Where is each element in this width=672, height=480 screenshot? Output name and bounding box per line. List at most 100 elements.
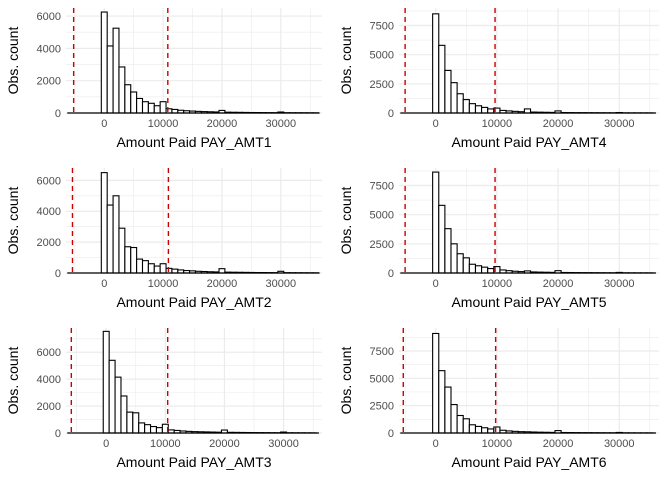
histogram-bar: [118, 227, 126, 274]
histogram-bar: [432, 171, 440, 274]
histogram-bar: [136, 258, 144, 274]
x-tick-label: 0: [433, 438, 439, 450]
x-axis-title: Amount Paid PAY_AMT4: [451, 134, 606, 150]
histogram-bar: [438, 204, 446, 274]
histogram-bar: [165, 108, 173, 114]
y-tick-label: 2500: [370, 401, 394, 413]
histogram-bar: [130, 246, 138, 274]
y-axis-title: Obs. count: [338, 187, 354, 255]
histogram-bar: [120, 395, 128, 434]
histogram-bar: [487, 268, 495, 274]
histogram-bar: [126, 411, 134, 434]
x-tick-label: 10000: [148, 118, 179, 130]
y-tick-label: 0: [388, 428, 394, 440]
y-axis-title: Obs. count: [338, 27, 354, 95]
histogram-bar: [487, 108, 495, 114]
histogram-bar: [153, 105, 161, 114]
x-tick-label: 0: [433, 118, 439, 130]
y-axis-title: Obs. count: [338, 347, 354, 415]
y-tick-label: 4000: [37, 374, 61, 386]
y-tick-label: 6000: [37, 175, 61, 187]
histogram-bar: [112, 195, 120, 274]
histogram-bar: [153, 265, 161, 274]
histogram-bar: [456, 253, 464, 274]
histogram-bar: [438, 370, 446, 434]
histogram-bar: [124, 246, 132, 274]
y-tick-label: 0: [388, 268, 394, 280]
y-tick-label: 2000: [37, 76, 61, 88]
histogram-bar: [450, 82, 458, 114]
x-tick-label: 0: [101, 118, 107, 130]
histogram-bar: [149, 425, 158, 434]
histogram-bar: [106, 45, 114, 114]
histogram-bar: [102, 330, 110, 434]
histogram-bar: [468, 424, 477, 434]
y-tick-label: 2000: [37, 401, 61, 413]
histogram-bar: [474, 265, 483, 274]
y-axis-title: Obs. count: [5, 27, 21, 95]
chart-panel-4: 0 10000 20000 30000 0 2500 5000 7500 Amount Paid…: [338, 168, 659, 310]
histogram-bar: [112, 27, 120, 114]
histogram-bar: [481, 266, 489, 274]
histogram-bar: [462, 418, 470, 434]
x-axis-title: Amount Paid PAY_AMT1: [116, 134, 271, 150]
histogram-bar: [136, 97, 144, 114]
y-tick-label: 0: [55, 428, 61, 440]
histogram-bar: [444, 386, 452, 434]
y-tick-label: 5000: [370, 210, 394, 222]
x-tick-label: 0: [101, 278, 107, 290]
x-tick-label: 30000: [268, 438, 299, 450]
y-tick-label: 4000: [37, 43, 61, 55]
histogram-bar: [118, 66, 126, 114]
histogram-bar: [124, 84, 132, 114]
y-tick-label: 0: [55, 268, 61, 280]
x-tick-label: 10000: [482, 118, 513, 130]
histogram-bar: [456, 414, 464, 434]
x-tick-label: 20000: [543, 278, 574, 290]
histogram-bar: [474, 105, 483, 114]
histogram-bar: [468, 103, 477, 114]
x-tick-label: 20000: [207, 118, 238, 130]
y-tick-label: 5000: [370, 373, 394, 385]
histogram-bar: [438, 44, 446, 114]
y-tick-label: 6000: [37, 347, 61, 359]
chart-panel-6: 0 10000 20000 30000 0 2500 5000 7500 Amount Paid…: [338, 328, 659, 470]
x-tick-label: 30000: [604, 438, 635, 450]
x-tick-label: 20000: [207, 278, 238, 290]
histogram-bar: [456, 93, 464, 114]
x-axis-title: Amount Paid PAY_AMT2: [116, 294, 271, 310]
chart-panel-1: 0 10000 20000 30000 0 2000 4000 6000 Amount Paid…: [5, 8, 322, 150]
histogram-bar: [108, 359, 116, 434]
x-axis-title: Amount Paid PAY_AMT3: [116, 454, 271, 470]
x-tick-label: 20000: [543, 118, 574, 130]
x-tick-label: 10000: [482, 278, 513, 290]
histogram-bar: [474, 425, 483, 434]
x-tick-label: 0: [103, 438, 109, 450]
y-axis-title: Obs. count: [5, 347, 21, 415]
x-tick-label: 20000: [543, 438, 574, 450]
y-tick-label: 7500: [370, 346, 394, 358]
x-tick-label: 20000: [209, 438, 240, 450]
y-tick-label: 4000: [37, 206, 61, 218]
histogram-bar: [450, 404, 458, 434]
histogram-bar: [144, 424, 152, 434]
chart-panel-3: 0 10000 20000 30000 0 2000 4000 6000 Amount Paid…: [5, 168, 322, 310]
x-tick-label: 30000: [266, 118, 297, 130]
histogram-bar: [147, 102, 155, 114]
y-tick-label: 5000: [370, 50, 394, 62]
histogram-bar: [141, 101, 149, 114]
x-axis-title: Amount Paid PAY_AMT6: [451, 454, 606, 470]
histogram-bar: [100, 172, 108, 274]
histogram-bar: [487, 428, 495, 434]
histogram-bar: [462, 99, 470, 114]
chart-panel-2: 0 10000 20000 30000 0 2500 5000 7500 Amount Paid…: [338, 8, 659, 150]
histogram-bar: [468, 263, 477, 274]
histogram-bar: [159, 263, 167, 274]
y-tick-label: 2500: [370, 79, 394, 91]
histogram-bar: [450, 243, 458, 274]
histogram-bar: [432, 13, 440, 114]
x-tick-label: 10000: [148, 278, 179, 290]
histogram-bar: [444, 228, 452, 274]
y-tick-label: 2500: [370, 239, 394, 251]
